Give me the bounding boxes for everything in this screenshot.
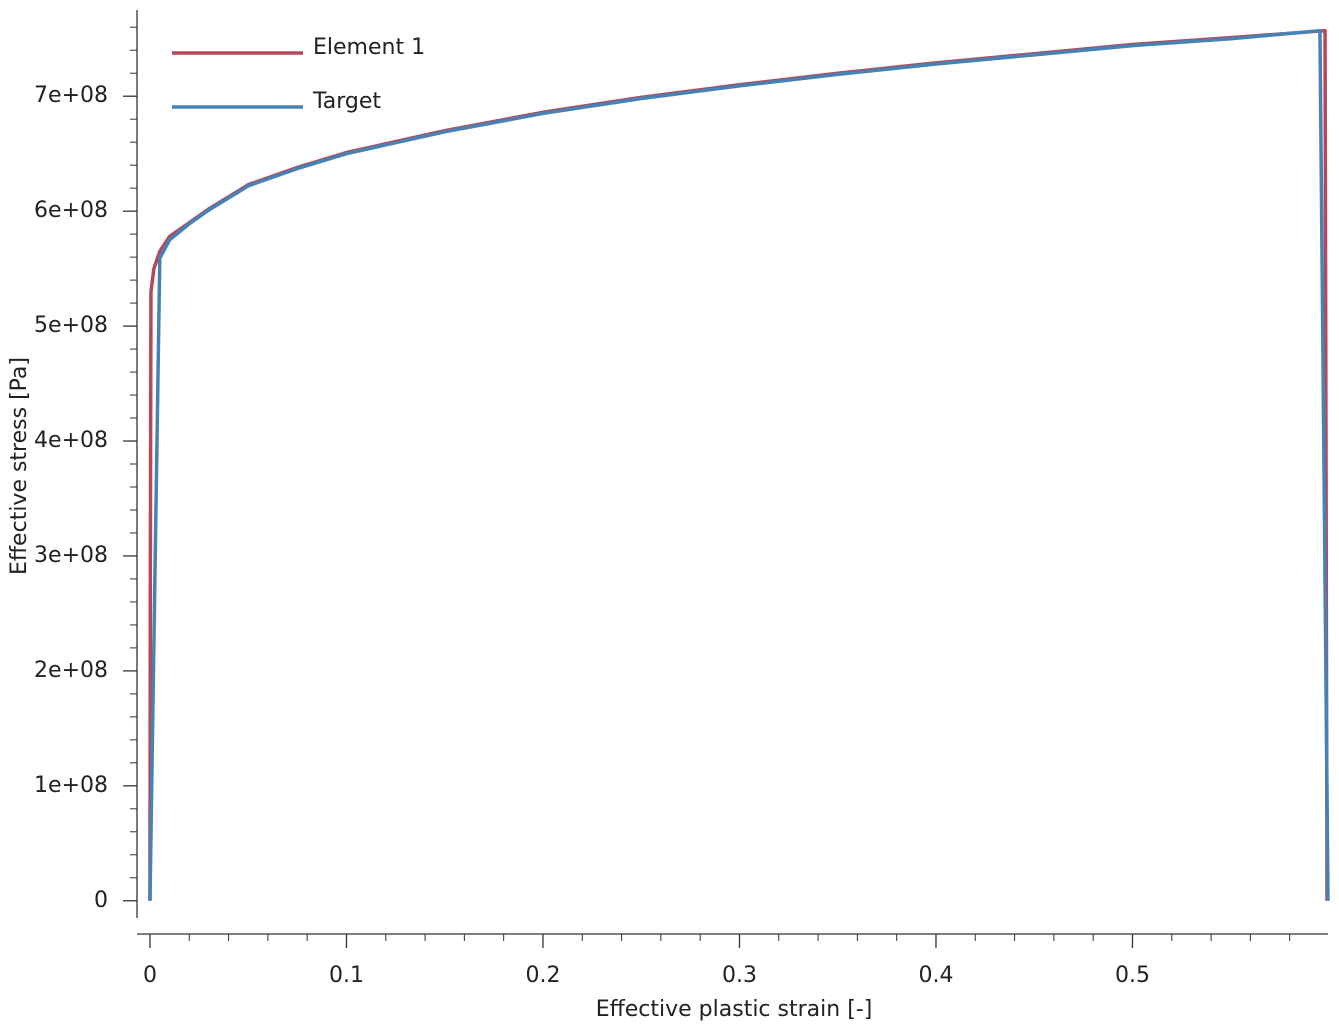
x-tick-label: 0 <box>143 963 157 988</box>
y-tick-label: 6e+08 <box>34 198 108 223</box>
y-tick-label: 5e+08 <box>34 313 108 338</box>
y-tick-label: 1e+08 <box>34 773 108 798</box>
y-axis-label: Effective stress [Pa] <box>7 357 32 575</box>
legend-label: Target <box>312 89 381 114</box>
x-tick-label: 0.2 <box>525 963 560 988</box>
x-tick-label: 0.4 <box>918 963 953 988</box>
y-tick-label: 0 <box>94 888 108 913</box>
x-axis-label: Effective plastic strain [-] <box>596 997 873 1022</box>
x-tick-label: 0.1 <box>329 963 364 988</box>
legend-label: Element 1 <box>313 35 425 60</box>
y-tick-label: 2e+08 <box>34 658 108 683</box>
x-tick-label: 0.5 <box>1115 963 1150 988</box>
y-tick-label: 3e+08 <box>34 543 108 568</box>
x-tick-label: 0.3 <box>722 963 757 988</box>
y-tick-label: 4e+08 <box>34 428 108 453</box>
line <box>148 28 1330 901</box>
y-tick-label: 7e+08 <box>34 83 108 108</box>
